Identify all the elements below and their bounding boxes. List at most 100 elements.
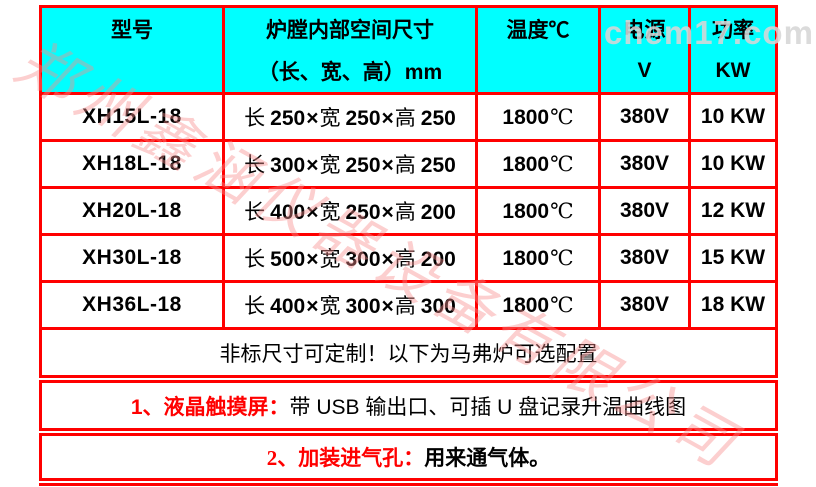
- temp-value: 1800: [502, 152, 550, 176]
- temp-value: 1800: [502, 199, 550, 223]
- temp-cell: 1800℃: [475, 139, 601, 189]
- option2-label: 2、加装进气孔：: [266, 446, 425, 470]
- option1-text: 带 USB 输出口、可插 U 盘记录升温曲线图: [289, 395, 687, 419]
- dim-label: 宽: [319, 294, 341, 318]
- dim-label: 高: [394, 200, 416, 224]
- dim-value: 250: [345, 201, 381, 224]
- voltage-cell: 380V: [598, 280, 691, 330]
- col-header-size: 炉膛内部空间尺寸 （长、宽、高）mm: [222, 5, 478, 95]
- col-header-model-label: 型号: [111, 19, 153, 42]
- times-symbol: ×: [306, 295, 319, 318]
- table-notes: 非标尺寸可定制！以下为马弗炉可选配置 1、液晶触摸屏：带 USB 输出口、可插 …: [39, 327, 778, 486]
- temp-unit: ℃: [550, 245, 574, 270]
- dim-value: 200: [420, 248, 456, 271]
- temp-unit: ℃: [550, 151, 574, 176]
- times-symbol: ×: [381, 201, 394, 224]
- option2-note: 2、加装进气孔：用来通气体。: [39, 428, 778, 486]
- temp-value: 1800: [502, 293, 550, 317]
- dim-value: 250: [345, 107, 381, 130]
- spec-table-body: XH15L-18 长 250×宽 250×高 250 1800℃ 380V 10 KW XH18…: [39, 92, 778, 330]
- dims-cell: 长 400×宽 300×高 300: [222, 280, 478, 330]
- note-row-option1: 1、液晶触摸屏：带 USB 输出口、可插 U 盘记录升温曲线图: [39, 375, 778, 436]
- times-symbol: ×: [306, 201, 319, 224]
- table-row: XH15L-18 长 250×宽 250×高 250 1800℃ 380V 10 KW: [39, 92, 778, 142]
- col-header-voltage-line1: 电源: [623, 19, 666, 42]
- dim-label: 高: [394, 153, 416, 177]
- table-row: XH20L-18 长 400×宽 250×高 200 1800℃ 380V 12 KW: [39, 186, 778, 236]
- power-cell: 10 KW: [688, 139, 778, 189]
- times-symbol: ×: [306, 154, 319, 177]
- col-header-temp: 温度℃: [475, 5, 601, 95]
- dim-value: 400: [270, 295, 306, 318]
- times-symbol: ×: [381, 248, 394, 271]
- model-cell: XH30L-18: [39, 233, 225, 283]
- dim-value: 300: [345, 295, 381, 318]
- voltage-cell: 380V: [598, 233, 691, 283]
- dim-value: 300: [345, 248, 381, 271]
- table-row: XH18L-18 长 300×宽 250×高 250 1800℃ 380V 10 KW: [39, 139, 778, 189]
- dims-cell: 长 400×宽 250×高 200: [222, 186, 478, 236]
- dim-value: 300: [420, 295, 456, 318]
- times-symbol: ×: [381, 295, 394, 318]
- col-header-size-line1: 炉膛内部空间尺寸: [266, 19, 434, 42]
- table-row: XH30L-18 长 500×宽 300×高 200 1800℃ 380V 15 KW: [39, 233, 778, 283]
- dim-value: 250: [345, 154, 381, 177]
- dim-label: 长: [244, 200, 266, 224]
- col-header-power-line2: KW: [715, 59, 751, 82]
- model-cell: XH20L-18: [39, 186, 225, 236]
- temp-cell: 1800℃: [475, 280, 601, 330]
- dim-label: 宽: [319, 106, 341, 130]
- dims-cell: 长 300×宽 250×高 250: [222, 139, 478, 189]
- dim-value: 500: [270, 248, 306, 271]
- temp-unit: ℃: [550, 292, 574, 317]
- temp-cell: 1800℃: [475, 92, 601, 142]
- dims-cell: 长 500×宽 300×高 200: [222, 233, 478, 283]
- dim-value: 300: [270, 154, 306, 177]
- header-row: 型号 炉膛内部空间尺寸 （长、宽、高）mm 温度℃: [39, 5, 778, 95]
- col-header-model: 型号: [39, 5, 225, 95]
- note-row-option2: 2、加装进气孔：用来通气体。: [39, 428, 778, 486]
- voltage-cell: 380V: [598, 92, 691, 142]
- power-cell: 10 KW: [688, 92, 778, 142]
- times-symbol: ×: [306, 248, 319, 271]
- dim-label: 宽: [319, 200, 341, 224]
- col-header-voltage-line2: V: [637, 59, 652, 82]
- times-symbol: ×: [306, 107, 319, 130]
- dim-label: 长: [244, 247, 266, 271]
- model-cell: XH36L-18: [39, 280, 225, 330]
- dim-label: 高: [394, 294, 416, 318]
- temp-value: 1800: [502, 105, 550, 129]
- voltage-cell: 380V: [598, 139, 691, 189]
- voltage-cell: 380V: [598, 186, 691, 236]
- temp-value: 1800: [502, 246, 550, 270]
- option1-label: 1、液晶触摸屏：: [130, 395, 290, 419]
- col-header-size-line2: （长、宽、高）mm: [257, 61, 443, 84]
- power-cell: 12 KW: [688, 186, 778, 236]
- power-cell: 15 KW: [688, 233, 778, 283]
- note-row-custom: 非标尺寸可定制！以下为马弗炉可选配置: [39, 327, 778, 381]
- temp-cell: 1800℃: [475, 233, 601, 283]
- custom-size-note: 非标尺寸可定制！以下为马弗炉可选配置: [39, 327, 778, 381]
- model-cell: XH15L-18: [39, 92, 225, 142]
- option2-text: 用来通气体。: [424, 446, 551, 470]
- col-header-voltage: 电源 V: [598, 5, 691, 95]
- dim-label: 长: [244, 294, 266, 318]
- power-cell: 18 KW: [688, 280, 778, 330]
- col-header-power-line1: 功率: [712, 19, 754, 42]
- dim-label: 长: [244, 106, 266, 130]
- dim-label: 高: [394, 106, 416, 130]
- dim-value: 250: [420, 154, 456, 177]
- temp-unit: ℃: [550, 104, 574, 129]
- temp-unit: ℃: [550, 198, 574, 223]
- times-symbol: ×: [381, 154, 394, 177]
- col-header-power: 功率 KW: [688, 5, 778, 95]
- dim-label: 宽: [319, 153, 341, 177]
- dim-value: 250: [270, 107, 306, 130]
- times-symbol: ×: [381, 107, 394, 130]
- model-cell: XH18L-18: [39, 139, 225, 189]
- col-header-temp-label: 温度℃: [506, 19, 570, 42]
- table-header: 型号 炉膛内部空间尺寸 （长、宽、高）mm 温度℃: [39, 5, 778, 95]
- dim-label: 长: [244, 153, 266, 177]
